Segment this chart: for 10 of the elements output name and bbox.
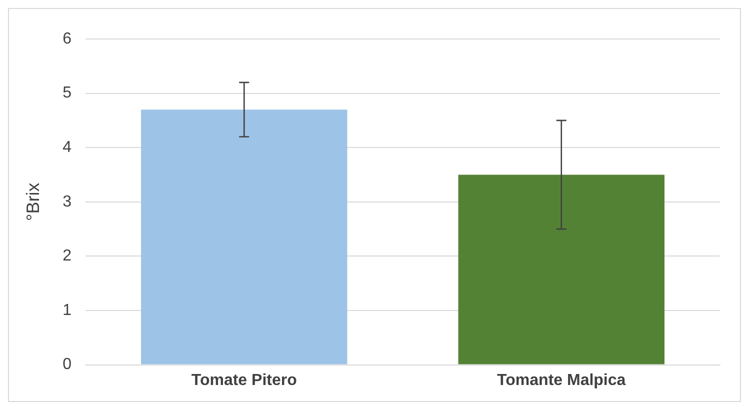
y-tick-label: 5 bbox=[62, 84, 72, 102]
y-tick-label: 4 bbox=[62, 139, 72, 156]
x-tick-label: Tomate Pitero bbox=[191, 372, 298, 389]
y-tick-label: 0 bbox=[62, 356, 72, 374]
y-tick-label: 1 bbox=[62, 302, 72, 319]
y-tick-label: 2 bbox=[62, 248, 72, 265]
y-tick-label: 6 bbox=[62, 30, 72, 48]
y-axis-title: °Brix bbox=[22, 182, 43, 221]
y-tick-label: 3 bbox=[62, 193, 72, 210]
x-tick-label: Tomante Malpica bbox=[497, 372, 626, 389]
